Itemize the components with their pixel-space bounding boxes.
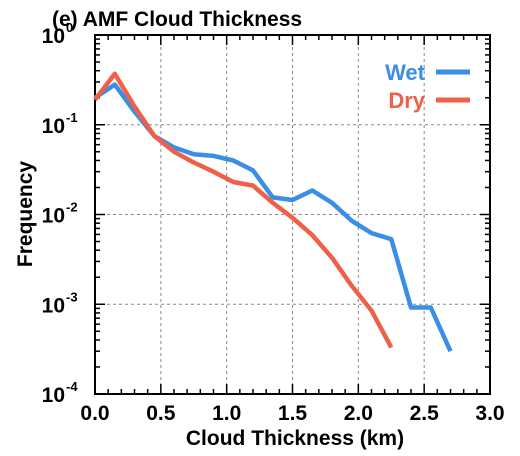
x-tick-label: 0.5 [146,402,176,425]
plot-area [94,34,491,395]
plot-frame [94,34,491,395]
x-tick-label: 1.5 [278,402,308,425]
legend-label-wet: Wet [385,60,426,85]
y-tick-label-exponent: -1 [66,110,78,125]
y-tick-label-exponent: -4 [66,379,78,394]
series-lines [93,71,453,353]
legend: Wet Dry [385,60,470,113]
y-tick-label-exponent: -2 [66,200,78,215]
chart-title: (e) AMF Cloud Thickness [52,8,302,31]
series-line-dry [93,71,394,349]
legend-label-dry: Dry [388,88,425,113]
y-tick-label: 10 [42,294,65,317]
y-tick-label-exponent: -3 [66,289,78,304]
y-tick-label: 10 [42,115,65,138]
x-axis-label: Cloud Thickness (km) [186,427,404,450]
grid [95,35,490,394]
x-tick-label: 1.0 [212,402,241,425]
y-axis-label: Frequency [14,161,37,268]
y-tick-label: 10 [42,384,65,407]
x-tick-label: 2.0 [344,402,373,425]
y-tick-label: 10 [42,205,65,228]
y-tick-label: 10 [42,25,65,48]
x-tick-label: 0.0 [80,402,109,425]
x-tick-labels: 0.0 0.5 1.0 1.5 2.0 2.5 3.0 [80,402,504,425]
x-tick-label: 3.0 [475,402,504,425]
x-tick-label: 2.5 [410,402,440,425]
y-tick-label-exponent: 0 [66,20,73,35]
